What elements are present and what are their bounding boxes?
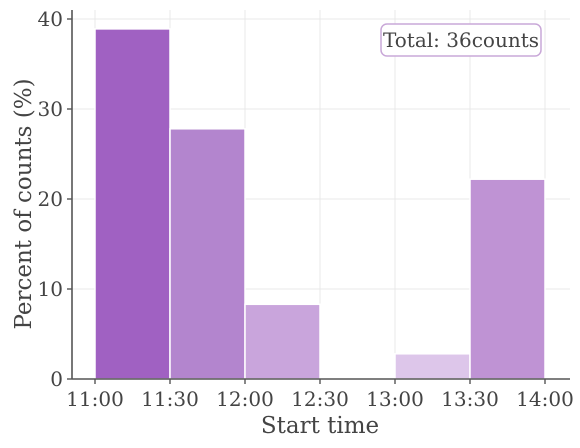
- x-tick-label: 12:30: [291, 387, 349, 411]
- histogram-bar: [395, 354, 470, 379]
- y-tick-label: 30: [38, 97, 63, 121]
- x-tick-label: 11:30: [141, 387, 199, 411]
- x-tick-label: 13:00: [366, 387, 424, 411]
- y-tick-label: 10: [38, 277, 63, 301]
- annotation-text: Total: 36counts: [383, 28, 539, 52]
- total-annotation: Total: 36counts: [381, 24, 541, 56]
- histogram-bar: [245, 304, 320, 379]
- x-tick-label: 12:00: [216, 387, 274, 411]
- histogram-bar: [95, 29, 170, 379]
- y-tick-label: 0: [50, 367, 63, 391]
- y-tick-label: 40: [38, 7, 63, 31]
- y-axis-label: Percent of counts (%): [11, 78, 37, 329]
- x-axis-label: Start time: [261, 413, 379, 439]
- y-ticks: 0 10 20 30 40: [38, 7, 72, 391]
- x-tick-label: 11:00: [66, 387, 124, 411]
- histogram-bar: [170, 129, 245, 379]
- histogram-bar: [470, 179, 545, 379]
- y-tick-label: 20: [38, 187, 63, 211]
- x-tick-label: 13:30: [441, 387, 499, 411]
- x-ticks: 11:00 11:30 12:00 12:30 13:00 13:30 14:00: [66, 379, 574, 411]
- x-tick-label: 14:00: [516, 387, 574, 411]
